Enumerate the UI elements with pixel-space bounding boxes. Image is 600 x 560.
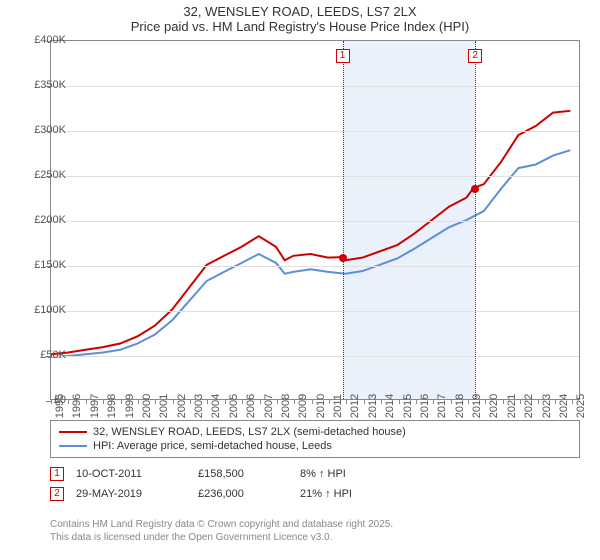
chart-container: 32, WENSLEY ROAD, LEEDS, LS7 2LX Price p… bbox=[0, 0, 600, 560]
x-axis-label: 2012 bbox=[349, 394, 361, 418]
legend-label: HPI: Average price, semi-detached house,… bbox=[93, 440, 332, 452]
sale-index-box: 2 bbox=[50, 487, 64, 501]
x-axis-label: 1995 bbox=[54, 394, 66, 418]
x-axis-label: 2014 bbox=[384, 394, 396, 418]
reference-label-box: 1 bbox=[336, 49, 350, 63]
x-axis-label: 2010 bbox=[315, 394, 327, 418]
sale-price: £158,500 bbox=[198, 468, 288, 480]
x-axis-label: 2001 bbox=[158, 394, 170, 418]
x-axis-label: 2008 bbox=[280, 394, 292, 418]
x-axis-label: 2006 bbox=[245, 394, 257, 418]
x-axis-label: 2023 bbox=[541, 394, 553, 418]
x-axis-label: 1998 bbox=[106, 394, 118, 418]
footer: Contains HM Land Registry data © Crown c… bbox=[50, 518, 393, 544]
x-axis-label: 2009 bbox=[297, 394, 309, 418]
reference-line bbox=[475, 41, 476, 399]
table-row: 2 29-MAY-2019 £236,000 21% ↑ HPI bbox=[50, 484, 580, 504]
x-axis-label: 2000 bbox=[141, 394, 153, 418]
legend-label: 32, WENSLEY ROAD, LEEDS, LS7 2LX (semi-d… bbox=[93, 426, 406, 438]
x-axis-label: 2005 bbox=[228, 394, 240, 418]
x-axis-label: 2017 bbox=[436, 394, 448, 418]
x-axis-label: 2015 bbox=[402, 394, 414, 418]
x-axis-label: 2003 bbox=[193, 394, 205, 418]
x-axis-label: 1999 bbox=[124, 394, 136, 418]
sale-date: 10-OCT-2011 bbox=[76, 468, 186, 480]
reference-label-box: 2 bbox=[468, 49, 482, 63]
x-axis-label: 2004 bbox=[210, 394, 222, 418]
y-axis-label: £400K bbox=[16, 34, 66, 46]
x-axis-label: 2007 bbox=[263, 394, 275, 418]
gridline bbox=[51, 266, 579, 267]
gridline bbox=[51, 176, 579, 177]
footer-line: Contains HM Land Registry data © Crown c… bbox=[50, 518, 393, 531]
reference-line bbox=[343, 41, 344, 399]
y-axis-label: £250K bbox=[16, 169, 66, 181]
footer-line: This data is licensed under the Open Gov… bbox=[50, 531, 393, 544]
y-axis-label: £350K bbox=[16, 79, 66, 91]
x-axis-label: 2024 bbox=[558, 394, 570, 418]
y-axis-label: £200K bbox=[16, 214, 66, 226]
gridline bbox=[51, 86, 579, 87]
x-axis-label: 2019 bbox=[471, 394, 483, 418]
sale-pct: 21% ↑ HPI bbox=[300, 488, 410, 500]
y-axis-label: £50K bbox=[16, 349, 66, 361]
gridline bbox=[51, 311, 579, 312]
x-axis-label: 2013 bbox=[367, 394, 379, 418]
data-marker bbox=[339, 254, 347, 262]
sale-index-box: 1 bbox=[50, 467, 64, 481]
sales-table: 1 10-OCT-2011 £158,500 8% ↑ HPI 2 29-MAY… bbox=[50, 464, 580, 504]
gridline bbox=[51, 131, 579, 132]
x-axis-label: 2021 bbox=[506, 394, 518, 418]
x-axis-label: 2011 bbox=[332, 394, 344, 418]
series-line bbox=[51, 111, 570, 354]
plot-area: 12 bbox=[50, 40, 580, 400]
legend-swatch bbox=[59, 431, 87, 433]
chart-title-line1: 32, WENSLEY ROAD, LEEDS, LS7 2LX bbox=[0, 0, 600, 19]
gridline bbox=[51, 221, 579, 222]
x-axis-label: 2018 bbox=[454, 394, 466, 418]
sale-price: £236,000 bbox=[198, 488, 288, 500]
x-axis-label: 1996 bbox=[71, 394, 83, 418]
table-row: 1 10-OCT-2011 £158,500 8% ↑ HPI bbox=[50, 464, 580, 484]
data-marker bbox=[471, 185, 479, 193]
legend: 32, WENSLEY ROAD, LEEDS, LS7 2LX (semi-d… bbox=[50, 420, 580, 458]
chart-title-line2: Price paid vs. HM Land Registry's House … bbox=[0, 19, 600, 36]
sale-pct: 8% ↑ HPI bbox=[300, 468, 410, 480]
y-axis-label: £150K bbox=[16, 259, 66, 271]
gridline bbox=[51, 356, 579, 357]
chart-lines bbox=[51, 41, 579, 399]
legend-item: HPI: Average price, semi-detached house,… bbox=[59, 439, 571, 453]
x-axis-label: 2016 bbox=[419, 394, 431, 418]
y-axis-label: £100K bbox=[16, 304, 66, 316]
x-axis-label: 1997 bbox=[89, 394, 101, 418]
x-axis-label: 2020 bbox=[488, 394, 500, 418]
sale-date: 29-MAY-2019 bbox=[76, 488, 186, 500]
x-axis-label: 2025 bbox=[575, 394, 587, 418]
x-axis-label: 2022 bbox=[523, 394, 535, 418]
legend-item: 32, WENSLEY ROAD, LEEDS, LS7 2LX (semi-d… bbox=[59, 425, 571, 439]
legend-swatch bbox=[59, 445, 87, 447]
x-axis-label: 2002 bbox=[176, 394, 188, 418]
y-axis-label: £300K bbox=[16, 124, 66, 136]
